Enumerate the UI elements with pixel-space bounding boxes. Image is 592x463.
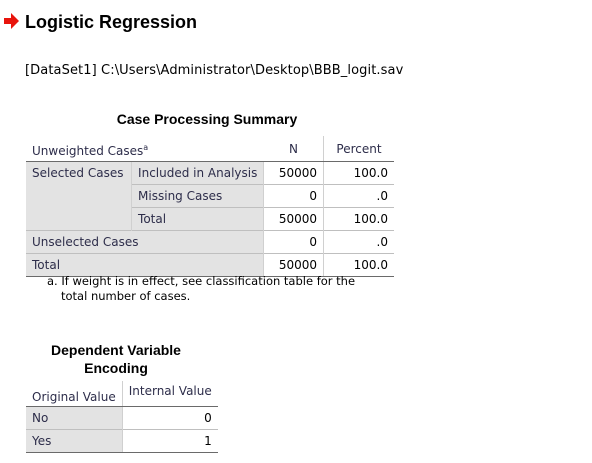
red-arrow-icon — [4, 13, 19, 29]
col-percent-header: Percent — [323, 136, 394, 162]
cell-percent: 100.0 — [323, 161, 394, 185]
col-n-header: N — [263, 136, 324, 162]
row-label: Total — [26, 253, 264, 277]
table-row: No 0 — [26, 406, 218, 430]
row-label: No — [26, 406, 123, 430]
row-label: Total — [131, 207, 264, 231]
cell-internal: 0 — [121, 406, 218, 430]
row-label: Included in Analysis — [131, 161, 264, 185]
case-summary-table: Unweighted Casesa N Percent Selected Cas… — [26, 136, 394, 277]
cell-percent: .0 — [323, 184, 394, 208]
dataset-path: [DataSet1] C:\Users\Administrator\Deskto… — [25, 63, 404, 78]
cell-percent: 100.0 — [323, 207, 394, 231]
page-title: Logistic Regression — [25, 12, 198, 32]
table-row: Yes 1 — [26, 429, 218, 453]
cell-percent: .0 — [323, 230, 394, 254]
table-row: Total 50000 100.0 — [26, 207, 394, 231]
cell-n: 50000 — [263, 253, 324, 277]
selected-cases-label: Selected Cases — [26, 161, 132, 231]
table-row: Unselected Cases 0 .0 — [26, 230, 394, 254]
cell-n: 50000 — [263, 207, 324, 231]
corner-label: Unweighted Casesa — [26, 136, 264, 162]
cell-n: 0 — [263, 230, 324, 254]
table-header-row: Unweighted Casesa N Percent — [26, 136, 394, 162]
row-label: Unselected Cases — [26, 230, 264, 254]
table-row: Missing Cases 0 .0 — [26, 184, 394, 208]
encoding-table: Original Value Internal Value No 0 Yes 1 — [26, 381, 218, 453]
row-label: Yes — [26, 429, 123, 453]
table-row: Total 50000 100.0 — [26, 253, 394, 277]
col-internal-header: Internal Value — [121, 381, 218, 407]
cell-internal: 1 — [121, 429, 218, 453]
cell-n: 50000 — [263, 161, 324, 185]
table-row: Selected Cases Included in Analysis 5000… — [26, 161, 394, 231]
col-original-header: Original Value — [26, 381, 123, 407]
table-header-row: Original Value Internal Value — [26, 381, 218, 407]
cell-n: 0 — [263, 184, 324, 208]
cell-percent: 100.0 — [323, 253, 394, 277]
row-label: Missing Cases — [131, 184, 264, 208]
encoding-title: Dependent Variable Encoding — [51, 342, 181, 376]
footnote: a. If weight is in effect, see classific… — [47, 274, 356, 303]
case-summary-title: Case Processing Summary — [116, 111, 298, 127]
